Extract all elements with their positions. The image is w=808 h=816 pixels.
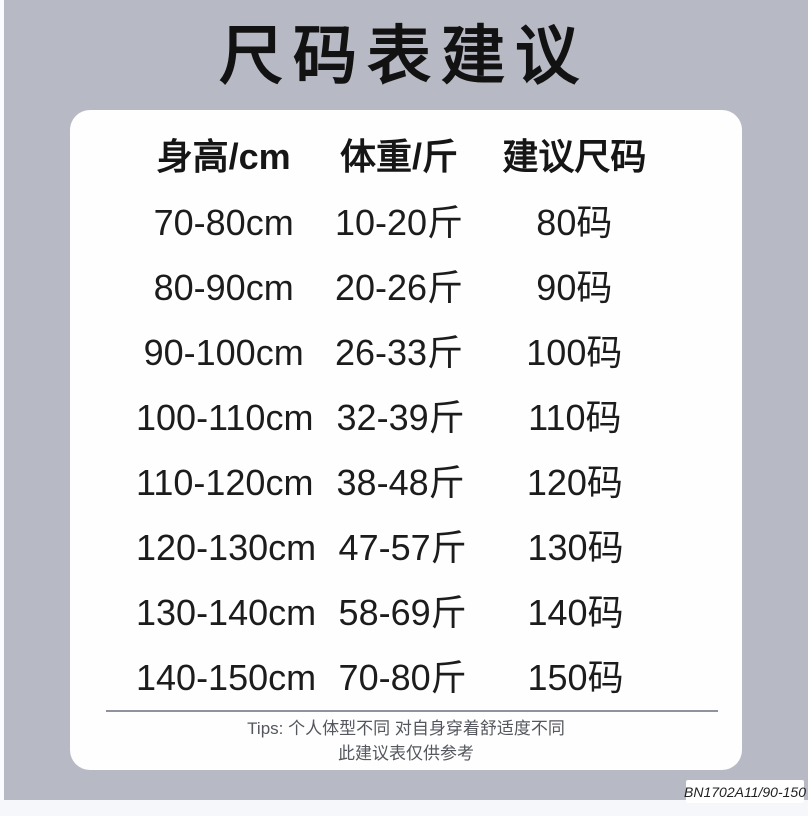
weight-cell: 26-33斤 xyxy=(334,332,464,373)
table-row: 110-120cm 38-48斤 120码 xyxy=(136,450,662,515)
size-cell: 130码 xyxy=(527,527,624,568)
divider-line xyxy=(106,710,718,712)
column-header-height: 身高/cm xyxy=(156,136,291,177)
table-header-row: 身高/cm 体重/斤 建议尺码 xyxy=(136,128,662,186)
size-cell: 80码 xyxy=(536,202,613,243)
table-row: 140-150cm 70-80斤 150码 xyxy=(136,645,662,710)
weight-cell: 38-48斤 xyxy=(336,462,465,503)
tips-line-1: Tips: 个人体型不同 对自身穿着舒适度不同 xyxy=(247,719,565,738)
height-cell: 80-90cm xyxy=(153,267,294,308)
table-row: 70-80cm 10-20斤 80码 xyxy=(136,190,662,255)
column-header-weight: 体重/斤 xyxy=(339,136,458,177)
height-cell: 110-120cm xyxy=(136,462,314,503)
page-title: 尺码表建议 xyxy=(219,20,589,92)
weight-cell: 32-39斤 xyxy=(336,397,465,438)
table-row: 120-130cm 47-57斤 130码 xyxy=(136,515,662,580)
height-cell: 120-130cm xyxy=(136,527,317,568)
tips-block: Tips: 个人体型不同 对自身穿着舒适度不同 此建议表仅供参考 xyxy=(70,716,742,766)
height-cell: 100-110cm xyxy=(136,397,314,438)
size-cell: 90码 xyxy=(536,267,613,308)
height-cell: 70-80cm xyxy=(153,202,294,243)
size-cell: 100码 xyxy=(526,332,623,373)
size-cell: 140码 xyxy=(527,592,624,633)
size-cell: 120码 xyxy=(526,462,623,503)
tips-line-2: 此建议表仅供参考 xyxy=(338,744,474,763)
weight-cell: 70-80斤 xyxy=(338,657,467,698)
height-cell: 140-150cm xyxy=(136,657,317,698)
table-row: 80-90cm 20-26斤 90码 xyxy=(136,255,662,320)
height-cell: 130-140cm xyxy=(136,592,317,633)
weight-cell: 10-20斤 xyxy=(334,202,464,243)
weight-cell: 58-69斤 xyxy=(338,592,467,633)
table-row: 130-140cm 58-69斤 140码 xyxy=(136,580,662,645)
product-code-badge: BN1702A11/90-150 xyxy=(684,780,806,803)
size-chart-card: 身高/cm 体重/斤 建议尺码 70-80cm 10-20斤 80码 80-90… xyxy=(70,110,742,770)
weight-cell: 20-26斤 xyxy=(334,267,464,308)
height-cell: 90-100cm xyxy=(143,332,304,373)
bottom-strip xyxy=(0,800,808,816)
size-cell: 110码 xyxy=(528,397,622,438)
table-row: 90-100cm 26-33斤 100码 xyxy=(136,320,662,385)
column-header-size: 建议尺码 xyxy=(502,136,647,177)
table-row: 100-110cm 32-39斤 110码 xyxy=(136,385,662,450)
weight-cell: 47-57斤 xyxy=(338,527,467,568)
size-cell: 150码 xyxy=(527,657,624,698)
